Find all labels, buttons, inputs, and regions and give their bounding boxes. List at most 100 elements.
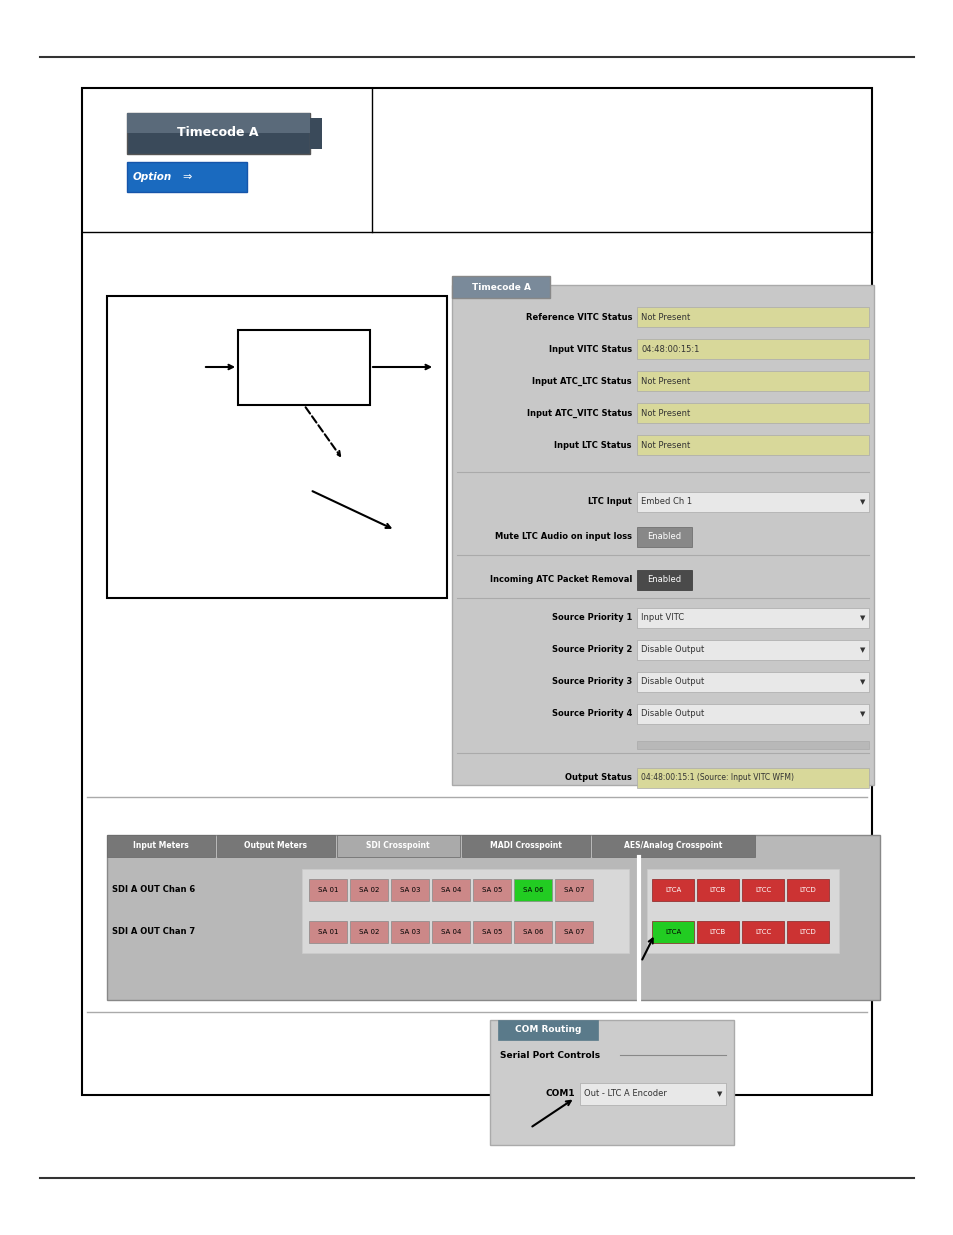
Text: LTCC: LTCC bbox=[754, 887, 770, 893]
Text: Source Priority 1: Source Priority 1 bbox=[551, 614, 631, 622]
Text: LTCA: LTCA bbox=[664, 887, 680, 893]
Bar bbox=[637, 492, 868, 513]
Bar bbox=[309, 879, 347, 902]
Text: SA 04: SA 04 bbox=[440, 887, 460, 893]
Bar bbox=[555, 921, 593, 944]
Bar bbox=[637, 672, 868, 692]
Text: Reference VITC Status: Reference VITC Status bbox=[525, 312, 631, 321]
Bar bbox=[336, 835, 459, 857]
Text: SA 07: SA 07 bbox=[563, 929, 583, 935]
Bar bbox=[637, 768, 868, 788]
Bar bbox=[592, 835, 754, 857]
Bar bbox=[697, 921, 739, 944]
Bar bbox=[697, 879, 739, 902]
Text: Serial Port Controls: Serial Port Controls bbox=[499, 1051, 599, 1060]
Bar bbox=[452, 285, 873, 785]
Text: Not Present: Not Present bbox=[640, 377, 690, 385]
Bar bbox=[741, 921, 783, 944]
Text: Input ATC_VITC Status: Input ATC_VITC Status bbox=[526, 409, 631, 417]
Bar bbox=[514, 921, 552, 944]
Bar bbox=[741, 879, 783, 902]
Text: Incoming ATC Packet Removal: Incoming ATC Packet Removal bbox=[489, 576, 631, 584]
Bar bbox=[651, 879, 693, 902]
Bar bbox=[310, 119, 322, 149]
Text: Disable Output: Disable Output bbox=[640, 678, 703, 687]
Text: Disable Output: Disable Output bbox=[640, 646, 703, 655]
Text: SA 04: SA 04 bbox=[440, 929, 460, 935]
Text: AES/Analog Crosspoint: AES/Analog Crosspoint bbox=[623, 841, 721, 851]
Text: Source Priority 2: Source Priority 2 bbox=[551, 646, 631, 655]
Bar bbox=[82, 88, 871, 1095]
Text: Input VITC: Input VITC bbox=[640, 614, 683, 622]
Bar bbox=[473, 879, 511, 902]
Text: Not Present: Not Present bbox=[640, 441, 690, 450]
Bar bbox=[786, 921, 828, 944]
Bar bbox=[391, 879, 429, 902]
Bar bbox=[107, 296, 447, 598]
Text: Mute LTC Audio on input loss: Mute LTC Audio on input loss bbox=[495, 532, 631, 541]
Text: Enabled: Enabled bbox=[646, 532, 680, 541]
Bar bbox=[637, 403, 868, 424]
Text: Timecode A: Timecode A bbox=[177, 126, 258, 140]
Bar bbox=[497, 1020, 598, 1040]
Text: ▼: ▼ bbox=[859, 647, 864, 653]
Bar bbox=[490, 1020, 733, 1145]
Text: Source Priority 3: Source Priority 3 bbox=[551, 678, 631, 687]
Text: SA 05: SA 05 bbox=[481, 929, 501, 935]
Bar bbox=[473, 921, 511, 944]
Text: ▼: ▼ bbox=[859, 679, 864, 685]
Bar bbox=[107, 835, 879, 1000]
Text: Source Priority 4: Source Priority 4 bbox=[551, 709, 631, 719]
Text: SDI A OUT Chan 7: SDI A OUT Chan 7 bbox=[112, 927, 195, 936]
Text: ▼: ▼ bbox=[859, 615, 864, 621]
Text: COM Routing: COM Routing bbox=[515, 1025, 580, 1035]
Bar bbox=[237, 330, 370, 405]
Text: LTCB: LTCB bbox=[709, 887, 725, 893]
Text: SA 01: SA 01 bbox=[317, 929, 338, 935]
Text: LTCD: LTCD bbox=[799, 929, 816, 935]
Text: Out - LTC A Encoder: Out - LTC A Encoder bbox=[583, 1089, 666, 1098]
Text: SA 02: SA 02 bbox=[358, 929, 378, 935]
Bar bbox=[637, 527, 691, 547]
Bar bbox=[127, 162, 247, 191]
Text: LTCB: LTCB bbox=[709, 929, 725, 935]
Text: COM1: COM1 bbox=[545, 1088, 575, 1098]
Text: SA 05: SA 05 bbox=[481, 887, 501, 893]
Text: LTC Input: LTC Input bbox=[587, 498, 631, 506]
Bar bbox=[637, 338, 868, 359]
Bar bbox=[637, 308, 868, 327]
Text: 04:48:00:15:1 (Source: Input VITC WFM): 04:48:00:15:1 (Source: Input VITC WFM) bbox=[640, 773, 793, 783]
Bar bbox=[555, 879, 593, 902]
Text: SA 07: SA 07 bbox=[563, 887, 583, 893]
Bar bbox=[391, 921, 429, 944]
Text: LTCC: LTCC bbox=[754, 929, 770, 935]
Bar bbox=[579, 1083, 725, 1105]
Bar bbox=[302, 869, 628, 953]
Bar bbox=[350, 879, 388, 902]
Text: Not Present: Not Present bbox=[640, 312, 690, 321]
Bar bbox=[107, 835, 214, 857]
Text: MADI Crosspoint: MADI Crosspoint bbox=[490, 841, 561, 851]
Text: Not Present: Not Present bbox=[640, 409, 690, 417]
Text: Input VITC Status: Input VITC Status bbox=[548, 345, 631, 353]
Bar bbox=[637, 704, 868, 724]
Text: SA 03: SA 03 bbox=[399, 887, 420, 893]
Text: Option: Option bbox=[132, 172, 172, 182]
Bar bbox=[216, 835, 335, 857]
Text: Timecode A: Timecode A bbox=[471, 283, 530, 291]
Text: SDI Crosspoint: SDI Crosspoint bbox=[366, 841, 430, 851]
Text: SA 06: SA 06 bbox=[522, 929, 542, 935]
Text: SA 06: SA 06 bbox=[522, 887, 542, 893]
Bar bbox=[637, 435, 868, 454]
Text: LTCA: LTCA bbox=[664, 929, 680, 935]
Text: Disable Output: Disable Output bbox=[640, 709, 703, 719]
Text: Input ATC_LTC Status: Input ATC_LTC Status bbox=[532, 377, 631, 385]
Bar bbox=[637, 640, 868, 659]
Bar bbox=[127, 112, 310, 133]
Text: ▼: ▼ bbox=[859, 499, 864, 505]
Text: Enabled: Enabled bbox=[646, 576, 680, 584]
Text: Input Meters: Input Meters bbox=[133, 841, 189, 851]
Bar bbox=[461, 835, 589, 857]
Text: ▼: ▼ bbox=[716, 1091, 721, 1097]
Bar bbox=[127, 112, 310, 154]
